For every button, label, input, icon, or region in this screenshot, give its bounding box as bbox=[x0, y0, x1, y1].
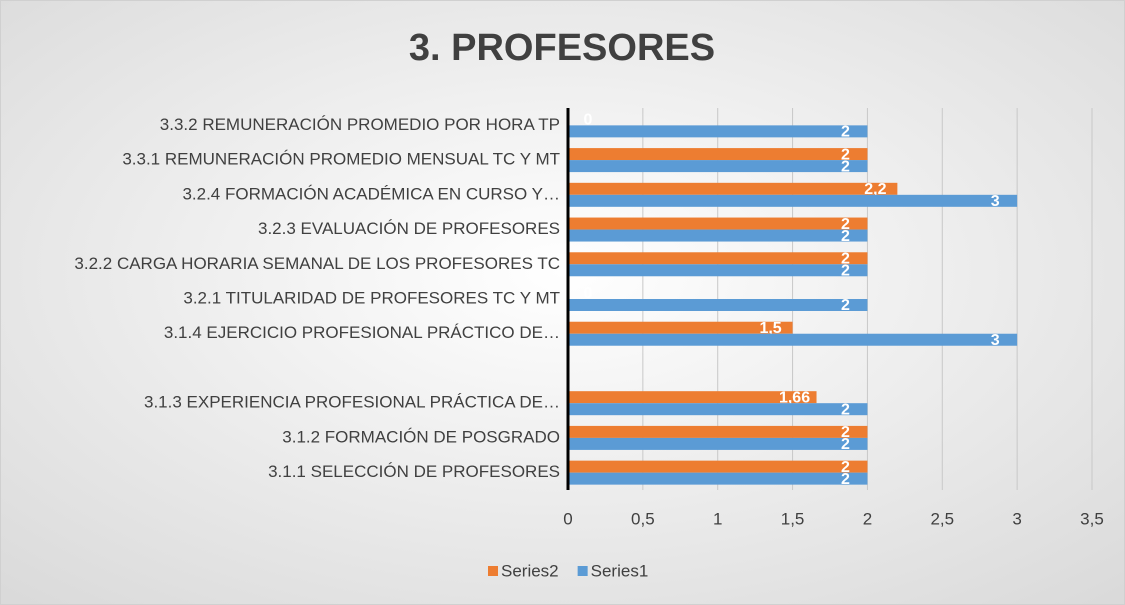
y-tick-label: 3.1.4 EJERCICIO PROFESIONAL PRÁCTICO DE… bbox=[164, 323, 560, 342]
data-label: 1,5 bbox=[759, 320, 781, 337]
bar bbox=[568, 182, 898, 195]
y-tick-label: 3.2.4 FORMACIÓN ACADÉMICA EN CURSO Y… bbox=[182, 184, 560, 203]
legend-swatch bbox=[577, 566, 588, 576]
bar bbox=[568, 264, 868, 277]
data-label: 2 bbox=[841, 401, 850, 418]
bar bbox=[568, 252, 868, 265]
y-tick-label: 3.2.2 CARGA HORARIA SEMANAL DE LOS PROFE… bbox=[74, 254, 560, 273]
data-label: 2,2 bbox=[864, 181, 886, 198]
y-tick-label: 3.2.3 EVALUACIÓN DE PROFESORES bbox=[258, 219, 560, 238]
y-tick-label: 3.2.1 TITULARIDAD DE PROFESORES TC Y MT bbox=[183, 288, 560, 307]
bar bbox=[568, 299, 868, 311]
bar bbox=[568, 217, 868, 230]
data-label: 2 bbox=[841, 228, 850, 245]
data-label: 2 bbox=[841, 459, 850, 476]
bar bbox=[568, 333, 1018, 346]
data-label: 3 bbox=[991, 332, 1000, 349]
x-tick-label: 2,5 bbox=[930, 509, 954, 528]
y-tick-label: 3.1.3 EXPERIENCIA PROFESIONAL PRÁCTICA D… bbox=[144, 393, 560, 412]
x-tick-label: 1 bbox=[713, 509, 722, 528]
data-label: 2 bbox=[841, 124, 850, 141]
bar bbox=[568, 425, 868, 438]
data-label: 2 bbox=[841, 250, 850, 267]
bar bbox=[568, 460, 868, 473]
data-label: 2 bbox=[841, 471, 850, 488]
bar bbox=[568, 403, 868, 416]
x-tick-label: 0 bbox=[563, 509, 572, 528]
x-tick-label: 3,5 bbox=[1080, 509, 1104, 528]
data-label: 0 bbox=[584, 285, 593, 302]
legend-label: Series1 bbox=[591, 561, 649, 580]
data-label: 1,66 bbox=[779, 389, 810, 406]
y-tick-label: 3.1.1 SELECCIÓN DE PROFESORES bbox=[268, 462, 560, 481]
bar bbox=[568, 437, 868, 450]
data-label: 2 bbox=[841, 297, 850, 314]
legend-label: Series2 bbox=[501, 561, 559, 580]
data-label: 2 bbox=[841, 262, 850, 279]
data-label: 0 bbox=[584, 112, 593, 129]
data-label: 3 bbox=[991, 193, 1000, 210]
chart-title: 3. PROFESORES bbox=[409, 27, 715, 69]
bar bbox=[568, 229, 868, 242]
y-tick-label: 3.3.1 REMUNERACIÓN PROMEDIO MENSUAL TC Y… bbox=[122, 150, 560, 169]
data-label: 2 bbox=[841, 158, 850, 175]
bar bbox=[568, 125, 868, 138]
bar bbox=[568, 391, 817, 404]
bar bbox=[568, 148, 868, 161]
x-tick-label: 2 bbox=[863, 509, 872, 528]
y-tick-label: 3.3.2 REMUNERACIÓN PROMEDIO POR HORA TP bbox=[160, 115, 560, 134]
bar bbox=[568, 472, 868, 485]
data-label: 2 bbox=[841, 436, 850, 453]
legend-swatch bbox=[488, 566, 498, 576]
y-tick-label: 3.1.2 FORMACIÓN DE POSGRADO bbox=[282, 427, 560, 446]
x-tick-label: 1,5 bbox=[781, 509, 805, 528]
bar bbox=[568, 321, 793, 334]
data-label: 2 bbox=[841, 216, 850, 233]
data-label: 2 bbox=[841, 146, 850, 163]
data-label: 2 bbox=[841, 424, 850, 441]
bar bbox=[568, 160, 868, 173]
x-tick-label: 3 bbox=[1012, 509, 1021, 528]
bar bbox=[568, 194, 1018, 207]
x-tick-label: 0,5 bbox=[631, 509, 655, 528]
